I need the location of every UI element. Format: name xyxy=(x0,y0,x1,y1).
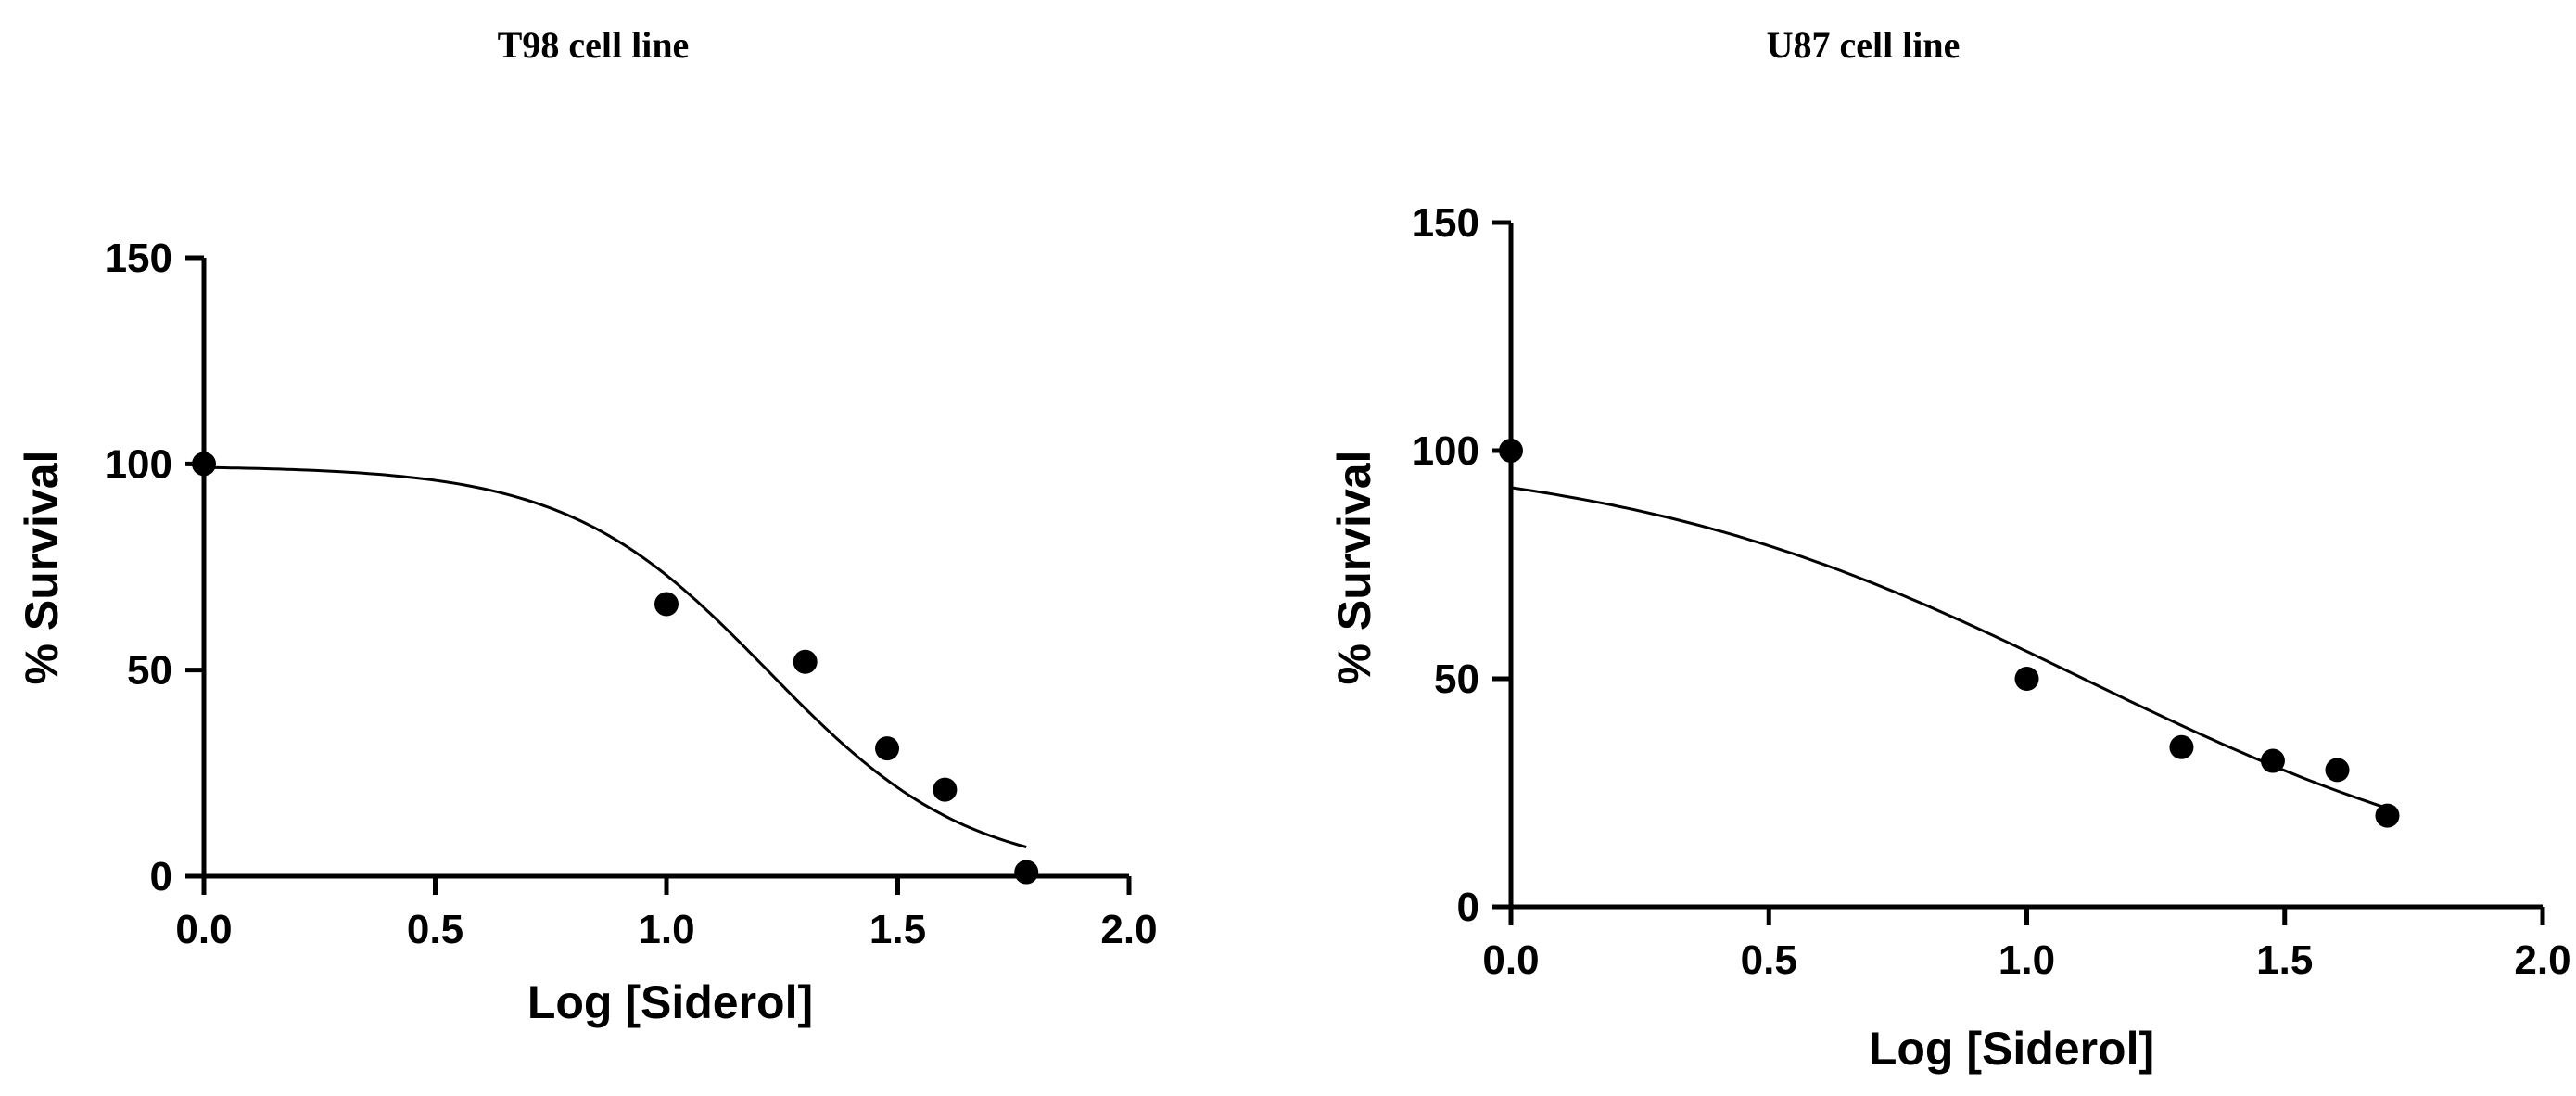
x-tick-label: 1.5 xyxy=(2256,937,2313,983)
y-axis-label: % Survival xyxy=(1328,451,1380,685)
x-tick-label: 0.0 xyxy=(175,907,232,952)
data-point xyxy=(192,452,216,477)
data-point xyxy=(1499,439,1523,463)
data-point xyxy=(875,736,900,761)
x-ticks: 0.0 0.5 1.0 1.5 2.0 xyxy=(1482,907,2571,983)
x-tick-label: 0.5 xyxy=(407,907,463,952)
x-ticks: 0.0 0.5 1.0 1.5 2.0 xyxy=(175,876,1158,952)
y-tick-label: 50 xyxy=(1434,656,1479,702)
y-tick-label: 100 xyxy=(105,441,172,487)
x-tick-label: 2.0 xyxy=(2514,937,2570,983)
x-tick-label: 0.0 xyxy=(1482,937,1539,983)
x-axis-label: Log [Siderol] xyxy=(1869,1023,2154,1075)
data-point xyxy=(2014,667,2039,691)
fit-curve xyxy=(203,465,1027,848)
y-ticks: 0 50 100 150 xyxy=(105,236,204,899)
data-point xyxy=(2169,734,2194,759)
y-tick-label: 150 xyxy=(105,236,172,281)
x-tick-label: 2.0 xyxy=(1100,907,1157,952)
y-ticks: 0 50 100 150 xyxy=(1412,200,1511,930)
chart-title: U87 cell line xyxy=(1767,24,1961,66)
y-tick-label: 150 xyxy=(1412,200,1479,246)
data-point xyxy=(933,777,958,802)
y-axis-label: % Survival xyxy=(16,451,68,685)
x-tick-label: 1.5 xyxy=(869,907,926,952)
data-points xyxy=(1499,439,2400,828)
fit-curve xyxy=(1510,486,2388,810)
x-tick-label: 1.0 xyxy=(638,907,694,952)
x-axis-label: Log [Siderol] xyxy=(527,976,813,1028)
data-points xyxy=(192,452,1039,885)
chart-title: T98 cell line xyxy=(498,24,690,66)
x-tick-label: 0.5 xyxy=(1741,937,1797,983)
data-point xyxy=(2260,748,2285,773)
y-tick-label: 0 xyxy=(150,854,172,899)
axes-frame xyxy=(201,258,1129,879)
data-point xyxy=(793,649,818,674)
data-point xyxy=(1014,860,1039,885)
x-tick-label: 1.0 xyxy=(1999,937,2055,983)
data-point xyxy=(2325,758,2350,783)
y-tick-label: 0 xyxy=(1457,885,1479,930)
y-tick-label: 100 xyxy=(1412,428,1479,474)
y-tick-label: 50 xyxy=(127,648,172,694)
data-point xyxy=(654,592,679,617)
data-point xyxy=(2375,803,2400,828)
